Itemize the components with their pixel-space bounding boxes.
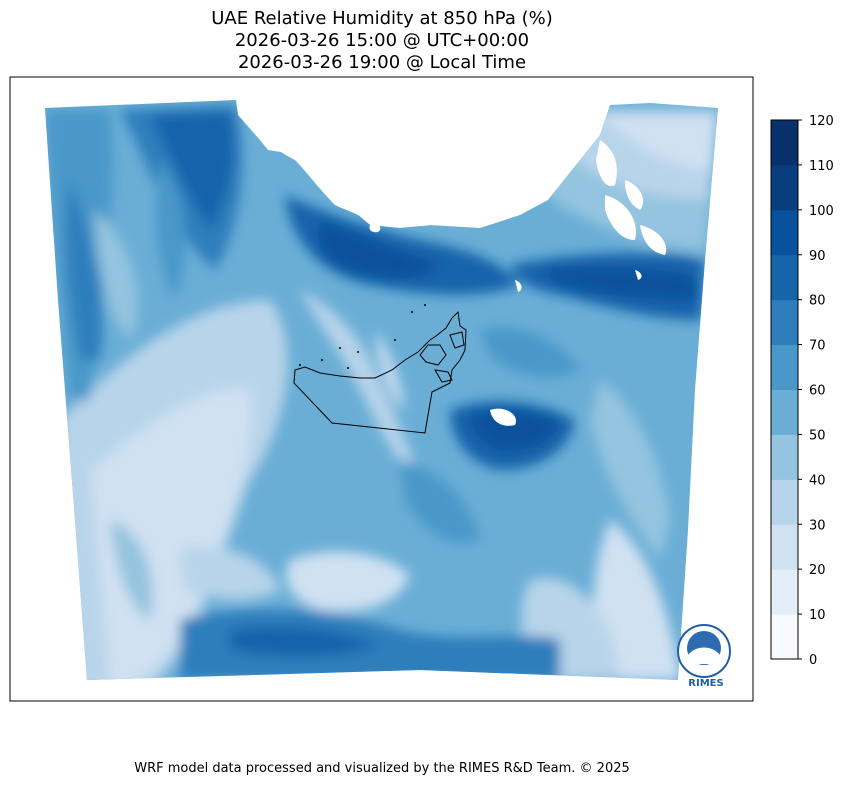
credit-footer: WRF model data processed and visualized …: [134, 761, 630, 776]
colorbar-tick-label: 30: [809, 518, 826, 533]
colorbar-segment: [771, 389, 798, 435]
colorbar: 0 10 20 30 40 50 60 70 80 90 100 110 120: [770, 114, 834, 668]
colorbar-segment: [771, 524, 798, 570]
rimes-logo-text: RIMES: [688, 678, 723, 689]
colorbar-segment: [771, 344, 798, 390]
colorbar-segment: [771, 299, 798, 346]
map-title-line-2: 2026-03-26 15:00 @ UTC+00:00: [234, 30, 530, 51]
map-title-line-3: 2026-03-26 19:00 @ Local Time: [237, 52, 527, 73]
colorbar-tick-label: 60: [809, 384, 826, 399]
colorbar-segment: [771, 164, 798, 211]
colorbar-tick-label: 120: [809, 114, 834, 129]
rimes-logo: RIMES: [677, 624, 731, 689]
map-title-line-1: UAE Relative Humidity at 850 hPa (%): [211, 8, 553, 29]
colorbar-tick-label: 10: [809, 608, 826, 623]
colorbar-tick-label: 90: [809, 249, 826, 264]
humidity-field: [45, 100, 718, 680]
colorbar-tick-label: 70: [809, 339, 826, 354]
colorbar-tick-label: 80: [809, 294, 826, 309]
colorbar-tick-label: 40: [809, 473, 826, 488]
colorbar-segment: [771, 120, 798, 166]
colorbar-tick-label: 0: [809, 653, 817, 668]
missing-data-areas: [236, 98, 667, 426]
colorbar-segment: [771, 434, 798, 480]
uae-islands: [299, 304, 426, 369]
colorbar-segment: [771, 209, 798, 256]
colorbar-tick-label: 110: [809, 159, 834, 174]
uae-border-outline: [293, 310, 467, 434]
colorbar-segment: [771, 614, 798, 660]
colorbar-tick-label: 50: [809, 428, 826, 443]
colorbar-tick-label: 20: [809, 563, 826, 578]
colorbar-segment: [771, 479, 798, 525]
colorbar-segment: [771, 569, 798, 615]
colorbar-tick-label: 100: [809, 204, 834, 219]
colorbar-segment: [771, 254, 798, 301]
